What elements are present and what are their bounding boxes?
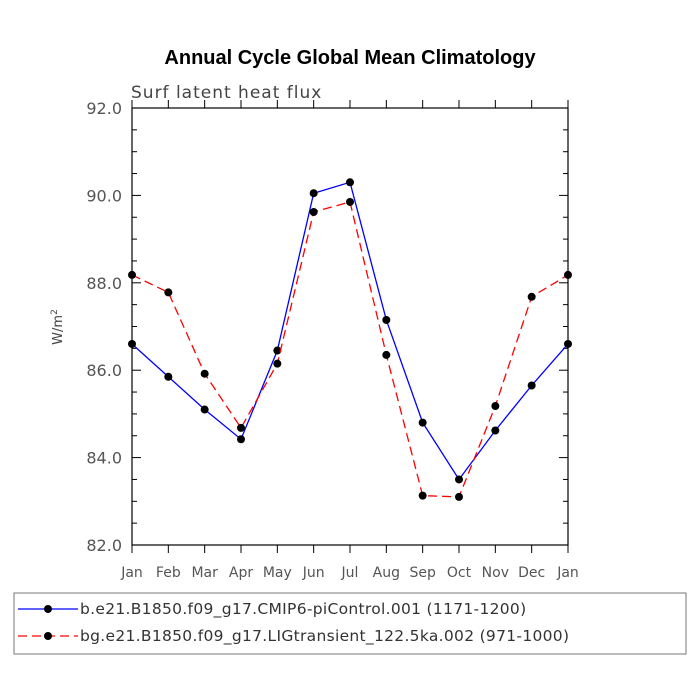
series-2-point bbox=[237, 423, 245, 432]
series-1-point bbox=[273, 346, 282, 355]
series-1-point bbox=[455, 475, 463, 484]
series-2-point bbox=[382, 350, 391, 359]
series-2-point bbox=[128, 270, 136, 279]
series-line-2 bbox=[131, 201, 569, 498]
x-tick-label: Jan bbox=[556, 565, 579, 581]
x-tick-label: Oct bbox=[447, 565, 472, 581]
y-tick-label: 84.0 bbox=[86, 449, 122, 468]
y-axis-label-text: W/m bbox=[51, 315, 66, 345]
y-axis-label-superscript: 2 bbox=[50, 309, 60, 315]
legend-box bbox=[13, 592, 687, 655]
series-2-point bbox=[273, 359, 282, 368]
x-tick-label: Jan bbox=[120, 565, 143, 581]
chart-subtitle: Surf latent heat flux bbox=[131, 83, 322, 103]
x-tick-label: Feb bbox=[156, 565, 181, 581]
series-1-point bbox=[564, 339, 572, 348]
series-1-point bbox=[418, 418, 427, 427]
plot-area: 82.0 84.0 86.0 88.0 90.0 92.0 Jan Feb Mar Apr May J… bbox=[86, 99, 578, 581]
series-1-point bbox=[346, 178, 354, 187]
series-2-point bbox=[455, 492, 463, 501]
series-1-point bbox=[164, 372, 173, 381]
x-tick-label: Mar bbox=[191, 565, 218, 581]
series-1-point bbox=[128, 339, 136, 348]
y-tick-label: 92.0 bbox=[86, 99, 122, 118]
series-2-point bbox=[418, 491, 427, 500]
series-1-point bbox=[527, 381, 536, 390]
series-1-point bbox=[491, 426, 500, 435]
series-1-point bbox=[200, 405, 209, 414]
series-2-point bbox=[200, 369, 209, 378]
y-axis-label: W/m2 bbox=[50, 309, 66, 345]
legend: b.e21.B1850.f09_g17.CMIP6-piControl.001 … bbox=[13, 592, 687, 655]
x-tick-label: Aug bbox=[373, 565, 400, 581]
legend-label-1: b.e21.B1850.f09_g17.CMIP6-piControl.001 … bbox=[80, 600, 526, 619]
plot-frame bbox=[131, 107, 569, 546]
x-tick-label: Jul bbox=[341, 565, 359, 581]
x-tick-label: Jun bbox=[302, 565, 325, 581]
series-1-point bbox=[309, 189, 318, 198]
x-tick-label: Dec bbox=[518, 565, 545, 581]
series-2-point bbox=[164, 288, 173, 297]
chart-title: Annual Cycle Global Mean Climatology bbox=[164, 47, 536, 69]
y-tick-label: 86.0 bbox=[86, 361, 122, 380]
x-tick-label: Sep bbox=[409, 565, 436, 581]
x-tick-label: May bbox=[263, 565, 292, 581]
x-tick-label: Apr bbox=[229, 565, 253, 581]
series-2-point bbox=[527, 292, 536, 301]
series-1-point bbox=[237, 435, 245, 444]
series-2-point bbox=[491, 402, 500, 411]
series-2-point bbox=[309, 208, 318, 217]
series-line-1 bbox=[131, 181, 569, 481]
series-2-point bbox=[346, 197, 354, 206]
x-tick-label: Nov bbox=[482, 565, 509, 581]
y-tick-label: 88.0 bbox=[86, 274, 122, 293]
y-tick-label: 82.0 bbox=[86, 536, 122, 555]
y-tick-label: 90.0 bbox=[86, 186, 122, 205]
legend-marker-1 bbox=[44, 605, 52, 613]
series-1-point bbox=[382, 315, 391, 324]
series-2-point bbox=[564, 270, 572, 279]
legend-marker-2 bbox=[44, 632, 52, 640]
legend-label-2: bg.e21.B1850.f09_g17.LIGtransient_122.5k… bbox=[80, 627, 569, 646]
